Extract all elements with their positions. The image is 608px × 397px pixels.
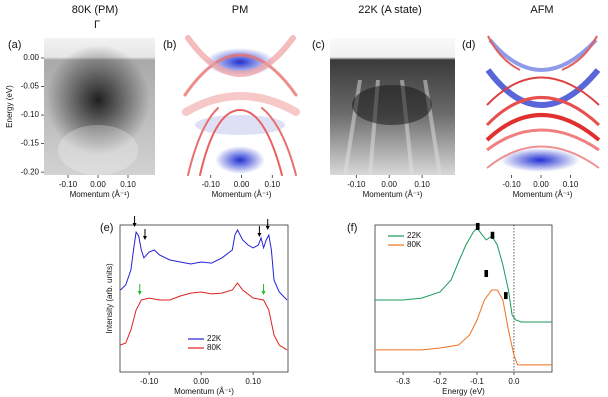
arrow-head: [257, 233, 262, 238]
x-tick-label: -0.1: [470, 377, 484, 386]
heatmap-c: [330, 38, 455, 176]
x-axis-label: Momentum (Å⁻¹): [174, 387, 234, 396]
legend-label: 22K: [407, 231, 422, 240]
arrow-head: [265, 225, 270, 230]
x-tick-label: 0.10: [265, 180, 281, 189]
arrow: [261, 283, 266, 295]
x-tick-label: 0.00: [533, 180, 549, 189]
x-axis-label: Momentum (Å⁻¹): [363, 190, 423, 199]
arrow: [257, 226, 262, 238]
series-line: [375, 227, 552, 323]
panel-title: 22K (A state): [358, 4, 422, 16]
x-axis-label: Momentum (Å⁻¹): [70, 190, 130, 199]
x-axis-label: Momentum (Å⁻¹): [212, 190, 272, 199]
x-tick-label: 0.00: [234, 180, 250, 189]
x-tick-label: 0.10: [414, 180, 430, 189]
heatmap-d: [485, 33, 601, 175]
x-tick-label: -0.2: [433, 377, 447, 386]
x-tick-label: -0.10: [140, 377, 159, 386]
y-tick-label: 0.00: [23, 53, 39, 62]
panel-title: PM: [232, 4, 249, 16]
arrow-head: [132, 223, 137, 228]
x-tick-label: 0.10: [245, 377, 261, 386]
x-tick-label: -0.3: [396, 377, 410, 386]
panel-label: (f): [347, 222, 357, 234]
x-tick-label: 0.00: [381, 180, 397, 189]
y-tick-label: -0.15: [21, 139, 40, 148]
series-line: [120, 228, 288, 301]
marker: [504, 292, 508, 300]
y-tick-label: -0.20: [21, 167, 40, 176]
arrow: [137, 283, 142, 295]
arrow: [132, 216, 137, 228]
x-tick-label: -0.10: [202, 180, 221, 189]
panel-label: (a): [8, 39, 21, 51]
arrow-head: [261, 290, 266, 295]
annotation: Γ: [94, 19, 100, 31]
arrow: [265, 218, 270, 230]
x-axis-label: Energy (eV): [442, 387, 485, 396]
marker: [490, 231, 495, 239]
x-tick-label: 0.00: [90, 180, 106, 189]
series-line: [375, 289, 552, 366]
marker: [484, 270, 489, 278]
y-axis-label: Intensity (arb. units): [105, 263, 114, 334]
legend-label: 80K: [207, 343, 222, 352]
x-tick-label: -0.10: [59, 180, 78, 189]
y-tick-label: -0.05: [21, 82, 40, 91]
arrow: [142, 228, 147, 240]
x-tick-label: -0.10: [347, 180, 366, 189]
arrow-head: [142, 235, 147, 240]
heatmap-a: [44, 38, 155, 175]
x-tick-label: 0.10: [563, 180, 579, 189]
marker: [475, 222, 480, 230]
x-tick-label: -0.10: [502, 180, 521, 189]
series-line: [120, 282, 288, 351]
legend-label: 80K: [407, 240, 422, 249]
arrow-head: [137, 290, 142, 295]
panel-label: (d): [462, 39, 475, 51]
panel-label: (b): [163, 39, 176, 51]
x-axis-label: Momentum (Å⁻¹): [513, 190, 573, 199]
x-tick-label: 0.0: [508, 377, 520, 386]
y-tick-label: -0.10: [21, 110, 40, 119]
panel-label: (c): [312, 39, 325, 51]
panel-title: AFM: [530, 4, 553, 16]
x-tick-label: 0.10: [120, 180, 136, 189]
plot-frame: [374, 224, 553, 373]
heatmap-b: [182, 33, 300, 176]
plot-frame: [119, 224, 289, 373]
y-axis-label: Energy (eV): [5, 85, 14, 128]
legend-label: 22K: [207, 334, 222, 343]
x-tick-label: 0.00: [193, 377, 209, 386]
panel-title: 80K (PM): [72, 4, 118, 16]
panel-label: (e): [100, 222, 113, 234]
